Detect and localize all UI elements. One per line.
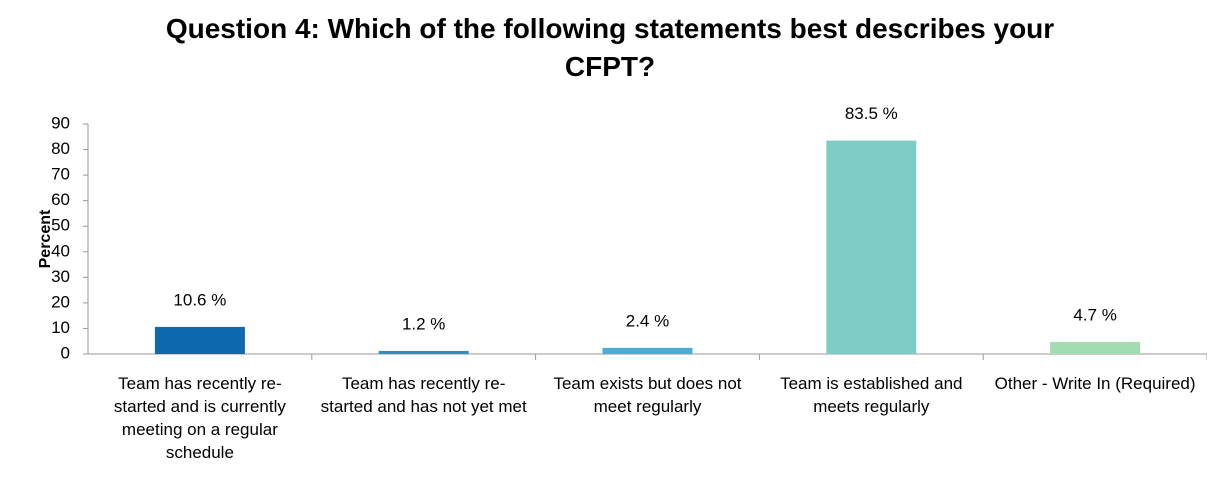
y-tick-label: 40 <box>51 241 70 260</box>
y-tick-label: 20 <box>51 292 70 311</box>
bar <box>1050 341 1141 354</box>
x-tick-label: Other - Write In (Required) <box>994 374 1196 393</box>
y-tick-label: 10 <box>51 318 70 337</box>
value-label: 2.4 % <box>626 311 669 330</box>
y-tick-label: 30 <box>51 267 70 286</box>
bar <box>378 350 469 354</box>
chart-title: Question 4: Which of the following state… <box>165 13 1055 82</box>
y-tick-label: 80 <box>51 139 70 158</box>
bar <box>154 326 245 354</box>
y-axis-label: Percent <box>37 209 54 268</box>
value-label: 10.6 % <box>173 290 226 309</box>
y-tick-label: 90 <box>51 113 70 132</box>
x-tick-label: Team has recently re-started and has not… <box>320 374 527 416</box>
value-label: 4.7 % <box>1073 305 1116 324</box>
y-tick-label: 60 <box>51 190 70 209</box>
bar <box>602 347 693 354</box>
bar <box>826 140 917 354</box>
x-tick-label: Team has recently re-started and is curr… <box>113 374 286 462</box>
value-label: 1.2 % <box>402 314 445 333</box>
x-tick-label: Team is established and meets regularly <box>780 374 963 416</box>
x-tick-label: Team exists but does not meet regularly <box>553 374 742 416</box>
y-tick-label: 70 <box>51 165 70 184</box>
value-label: 83.5 % <box>845 104 898 123</box>
y-tick-label: 0 <box>61 343 70 362</box>
y-tick-label: 50 <box>51 216 70 235</box>
